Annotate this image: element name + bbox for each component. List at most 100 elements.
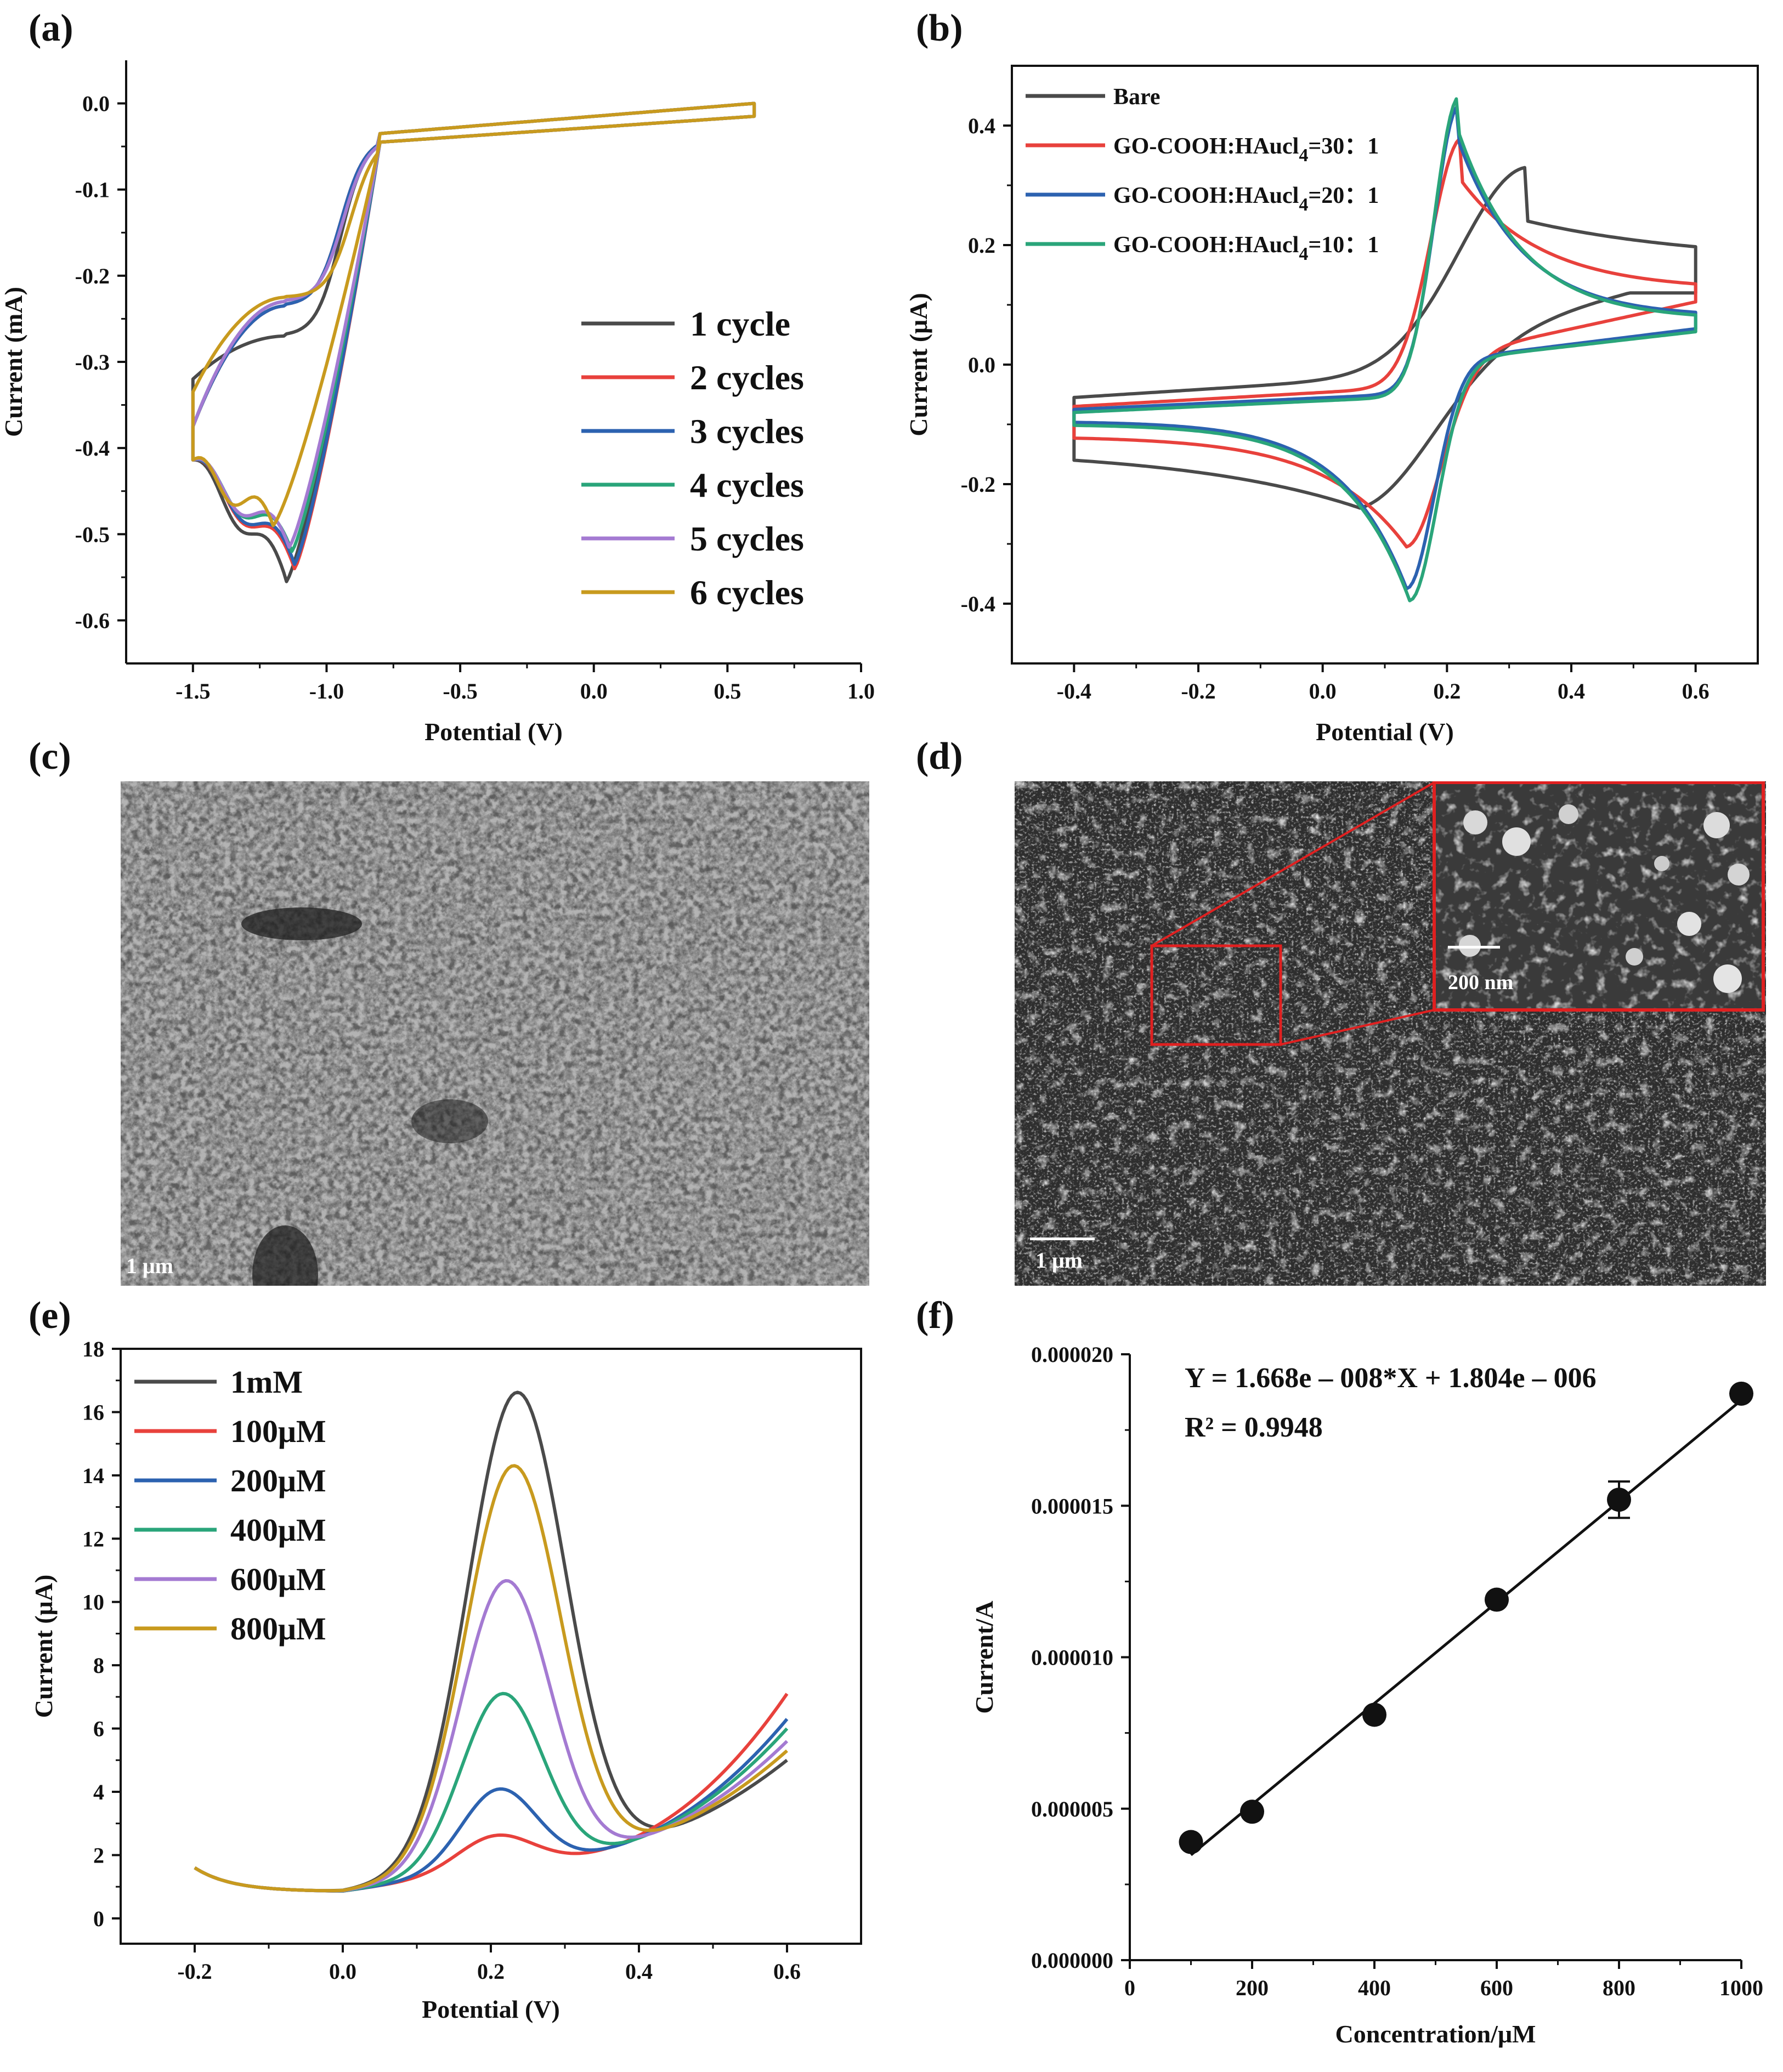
- fit-line: [1190, 1399, 1742, 1857]
- y-tick-label: 0: [93, 1906, 104, 1931]
- y-tick-label: 0.2: [968, 233, 995, 258]
- series-line-3: [1072, 106, 1697, 591]
- legend-subscript: 4: [1299, 195, 1308, 215]
- x-tick-label: -0.2: [177, 1959, 212, 1984]
- x-tick-label: -0.4: [1057, 679, 1091, 703]
- legend-ratio: =20：1: [1308, 183, 1379, 208]
- data-point-3: [1362, 1702, 1386, 1727]
- y-tick-label: 0.0: [968, 353, 995, 377]
- legend-label: 1mM: [230, 1364, 303, 1400]
- panel-label-c: (c): [29, 735, 71, 777]
- legend-ratio: =30：1: [1308, 134, 1379, 159]
- y-tick-label: -0.6: [75, 608, 110, 633]
- x-tick-label: 0.6: [773, 1959, 801, 1984]
- y-tick-label: -0.2: [961, 472, 995, 497]
- data-point-1: [1179, 1830, 1203, 1854]
- y-axis-label: Current (μA): [904, 293, 932, 436]
- panel-label-b: (b): [916, 7, 963, 49]
- chart-b-cv-ratios: -0.4 -0.2 0.0 0.2 0.4 0.6 0.4 0.2 0.0 -0.2 -0.4 Pot…: [904, 65, 1759, 746]
- zoom-box: [1150, 944, 1282, 1046]
- x-tick-label: 200: [1236, 1976, 1269, 2000]
- x-tick-label: 800: [1603, 1976, 1635, 2000]
- chart-e-dpv: -0.2 0.0 0.2 0.4 0.6 0 2 4 6 8 10 12 14 16 18 Potential…: [30, 1337, 862, 2023]
- inset-image-d: [1433, 781, 1765, 1012]
- y-tick-label: -0.4: [75, 436, 110, 461]
- legend-label: 5 cycles: [690, 519, 804, 558]
- legend-label: 2 cycles: [690, 358, 804, 397]
- x-tick-label: 0.4: [625, 1959, 653, 1984]
- y-tick-label: 2: [93, 1843, 104, 1867]
- y-tick-label: 0.000015: [1031, 1494, 1113, 1518]
- panel-label-f: (f): [916, 1295, 954, 1337]
- series-line-1: [191, 101, 756, 583]
- y-tick-label: 8: [93, 1653, 104, 1678]
- y-tick-label: -0.3: [75, 350, 110, 374]
- legend-label: Bare: [1113, 84, 1161, 110]
- data-point-6: [1729, 1381, 1753, 1406]
- x-tick-label: 1000: [1719, 1976, 1763, 2000]
- series-line-6: [194, 1464, 788, 1893]
- y-tick-label: -0.1: [75, 178, 110, 202]
- legend-label: 6 cycles: [690, 573, 804, 612]
- scale-label-c: 1 μm: [126, 1253, 173, 1278]
- y-axis-label: Current (mA): [0, 287, 27, 437]
- y-tick-label: 0.000010: [1031, 1645, 1113, 1670]
- series-line-2: [1072, 137, 1697, 549]
- scale-label-d: 1 μm: [1035, 1248, 1083, 1273]
- legend-subscript: 4: [1299, 145, 1308, 166]
- y-tick-label: 0.0: [82, 92, 110, 116]
- x-tick-label: 0.6: [1682, 679, 1710, 703]
- fit-equation: Y = 1.668e – 008*X + 1.804e – 006: [1185, 1363, 1597, 1394]
- legend-label: 4 cycles: [690, 466, 804, 504]
- x-tick-label: -1.5: [176, 679, 210, 703]
- panel-label-a: (a): [29, 7, 73, 49]
- legend-label: 600μM: [230, 1562, 326, 1597]
- scale-bar-d: [1030, 1237, 1095, 1240]
- series-line-6: [191, 101, 756, 527]
- sem-texture-c: [121, 781, 869, 1286]
- data-point-4: [1485, 1587, 1509, 1612]
- y-tick-label: 4: [93, 1780, 104, 1804]
- panel-label-d: (d): [916, 735, 963, 777]
- y-tick-label: 0.4: [968, 113, 995, 138]
- y-tick-label: 0.000020: [1031, 1342, 1113, 1367]
- y-tick-label: -0.4: [961, 592, 995, 616]
- y-axis-label: Current (μA): [30, 1575, 58, 1718]
- series-line-1: [1072, 166, 1697, 510]
- x-tick-label: 0.0: [580, 679, 608, 703]
- legend-label: 800μM: [230, 1611, 326, 1647]
- series-line-3: [191, 101, 756, 566]
- x-axis-label: Potential (V): [422, 1995, 560, 2023]
- series-line-4: [1072, 97, 1697, 603]
- x-axis-label: Potential (V): [1316, 718, 1454, 746]
- x-tick-label: -1.0: [309, 679, 344, 703]
- legend: 1mM 100μM 200μM 400μM 600μM 800μM: [134, 1364, 326, 1647]
- r-squared: R² = 0.9948: [1185, 1412, 1323, 1443]
- x-tick-label: 0.4: [1558, 679, 1585, 703]
- x-tick-label: 600: [1480, 1976, 1513, 2000]
- y-tick-label: 16: [82, 1400, 104, 1424]
- y-tick-label: -0.2: [75, 264, 110, 288]
- legend-label: GO-COOH:HAucl4=30：1: [1113, 134, 1379, 166]
- y-axis-label: Current/A: [970, 1600, 998, 1713]
- sem-texture-d: [1015, 781, 1766, 1286]
- y-tick-label: 6: [93, 1717, 104, 1741]
- legend-label: 1 cycle: [690, 304, 790, 343]
- x-tick-label: 0.5: [714, 679, 741, 703]
- x-axis-label: Potential (V): [424, 718, 563, 746]
- y-tick-label: 10: [82, 1590, 104, 1615]
- inset-scale-label-d: 200 nm: [1448, 971, 1514, 994]
- legend-label: 3 cycles: [690, 412, 804, 451]
- x-tick-label: 0: [1124, 1976, 1135, 2000]
- x-axis-label: Concentration/μM: [1335, 2020, 1536, 2048]
- sem-image-d: 200 nm 1 μm: [1015, 781, 1766, 1286]
- legend-label: GO-COOH:HAucl4=10：1: [1113, 232, 1379, 264]
- data-point-5: [1607, 1488, 1631, 1512]
- chart-f-calibration: 0 200 400 600 800 1000 0.000000 0.000005 0.00001…: [970, 1342, 1763, 2048]
- x-tick-label: 0.0: [1309, 679, 1337, 703]
- y-tick-label: -0.5: [75, 522, 110, 547]
- y-tick-label: 12: [82, 1526, 104, 1551]
- x-tick-label: 400: [1358, 1976, 1391, 2000]
- y-tick-label: 14: [82, 1463, 104, 1488]
